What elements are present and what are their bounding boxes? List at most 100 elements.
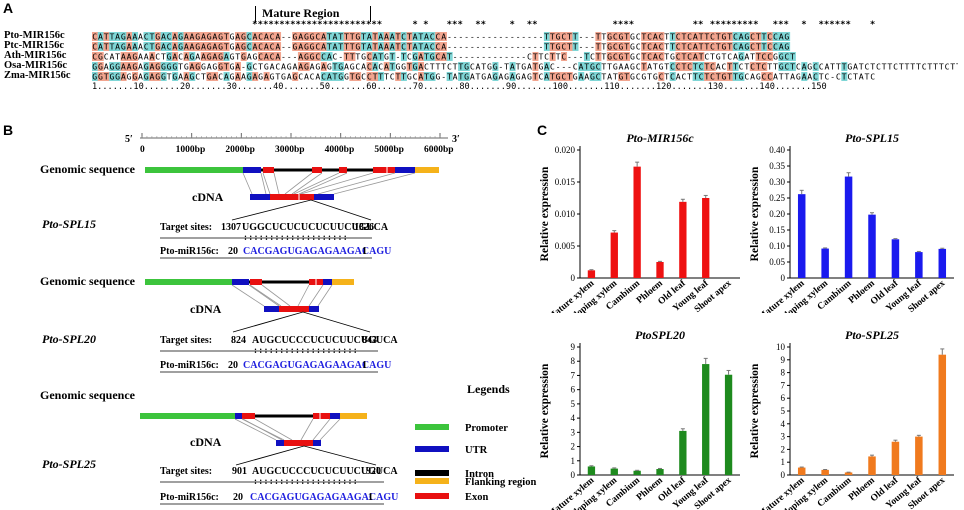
- svg-text:T: T: [424, 52, 429, 61]
- svg-text:A: A: [127, 42, 132, 51]
- svg-text:-: -: [287, 52, 292, 61]
- svg-text:A: A: [127, 32, 132, 41]
- svg-text:A: A: [373, 52, 378, 61]
- svg-text:G: G: [178, 42, 183, 51]
- svg-text:C: C: [636, 42, 641, 51]
- svg-text:G: G: [218, 52, 223, 61]
- svg-text:A: A: [378, 42, 383, 51]
- svg-text:C: C: [298, 72, 303, 81]
- svg-text:G: G: [573, 72, 578, 81]
- svg-text:A: A: [624, 62, 629, 71]
- legend-label-exon: Exon: [465, 492, 489, 503]
- svg-text:-: -: [498, 52, 503, 61]
- svg-text:T: T: [395, 32, 400, 41]
- svg-text:T: T: [544, 42, 549, 51]
- svg-text:G: G: [109, 72, 114, 81]
- svg-text:T: T: [373, 32, 378, 41]
- svg-text:T: T: [664, 52, 669, 61]
- svg-text:T: T: [418, 32, 423, 41]
- svg-text:T: T: [681, 42, 686, 51]
- svg-text:C: C: [784, 52, 789, 61]
- svg-text:A: A: [138, 32, 143, 41]
- svg-text:A: A: [476, 62, 481, 71]
- pair-dots-2: : : : : : : : : : : : : : : : : : : : :: [254, 345, 357, 355]
- svg-text:-: -: [281, 42, 286, 51]
- svg-text:C: C: [590, 52, 595, 61]
- svg-text:A: A: [824, 62, 829, 71]
- svg-text:-: -: [458, 52, 463, 61]
- svg-text:A: A: [321, 32, 326, 41]
- svg-text:-: -: [510, 52, 515, 61]
- svg-text:T: T: [361, 42, 366, 51]
- axis-tick-label: 0: [140, 145, 145, 155]
- svg-text:G: G: [556, 32, 561, 41]
- svg-text:G: G: [430, 52, 435, 61]
- svg-text:-: -: [493, 52, 498, 61]
- svg-text:A: A: [390, 32, 395, 41]
- y-tick-label: 0: [781, 273, 786, 283]
- y-tick-label: 0.35: [769, 161, 785, 171]
- axis-tick-label: 6000bp: [424, 145, 454, 155]
- y-tick-label: 4: [571, 413, 576, 423]
- svg-text:C: C: [413, 72, 418, 81]
- svg-text:A: A: [132, 42, 137, 51]
- svg-text:G: G: [350, 62, 355, 71]
- svg-text:A: A: [470, 72, 475, 81]
- svg-text:A: A: [275, 42, 280, 51]
- svg-text:G: G: [527, 72, 532, 81]
- svg-text:A: A: [579, 72, 584, 81]
- svg-text:A: A: [172, 42, 177, 51]
- svg-text:-: -: [487, 52, 492, 61]
- panel-label-b: B: [3, 122, 14, 138]
- svg-text:A: A: [521, 72, 526, 81]
- svg-text:G: G: [144, 62, 149, 71]
- svg-text:G: G: [493, 72, 498, 81]
- svg-text:T: T: [641, 52, 646, 61]
- svg-text:-: -: [590, 42, 595, 51]
- svg-text:A: A: [184, 72, 189, 81]
- svg-text:G: G: [355, 32, 360, 41]
- bar: [797, 194, 806, 278]
- svg-text:A: A: [378, 32, 383, 41]
- svg-text:T: T: [596, 42, 601, 51]
- svg-text:C: C: [647, 32, 652, 41]
- svg-text:G: G: [722, 72, 727, 81]
- svg-text:A: A: [310, 62, 315, 71]
- svg-text:T: T: [109, 32, 114, 41]
- svg-text:G: G: [619, 52, 624, 61]
- y-tick-label: 1: [781, 457, 786, 467]
- svg-text:A: A: [693, 32, 698, 41]
- svg-text:T: T: [601, 52, 606, 61]
- svg-text:G: G: [659, 62, 664, 71]
- svg-text:G: G: [355, 72, 360, 81]
- svg-text:G: G: [807, 62, 812, 71]
- svg-text:C: C: [424, 62, 429, 71]
- svg-text:-: -: [516, 52, 521, 61]
- svg-text:C: C: [767, 52, 772, 61]
- svg-text:C: C: [710, 32, 715, 41]
- mir-seq-2: CACGAGUGAGAGAAGACAGU: [243, 360, 391, 371]
- svg-text:G: G: [338, 72, 343, 81]
- svg-text:A: A: [579, 62, 584, 71]
- svg-text:C: C: [315, 42, 320, 51]
- svg-text:A: A: [739, 32, 744, 41]
- legend-swatch-utr: [415, 446, 449, 452]
- y-tick-label: 9: [781, 355, 786, 365]
- axis-3prime: 3′: [452, 134, 460, 145]
- svg-text:T: T: [762, 42, 767, 51]
- gene-name-2: Pto-SPL20: [42, 332, 96, 346]
- svg-text:G: G: [270, 72, 275, 81]
- svg-text:C: C: [739, 62, 744, 71]
- svg-text:G: G: [436, 72, 441, 81]
- svg-text:T: T: [556, 52, 561, 61]
- svg-text:C: C: [613, 42, 618, 51]
- svg-text:G: G: [132, 52, 137, 61]
- svg-text:A: A: [150, 62, 155, 71]
- bar: [868, 456, 876, 475]
- svg-text:-: -: [504, 42, 509, 51]
- svg-text:C: C: [687, 52, 692, 61]
- svg-text:-: -: [453, 32, 458, 41]
- svg-text:-: -: [464, 42, 469, 51]
- svg-text:A: A: [790, 72, 795, 81]
